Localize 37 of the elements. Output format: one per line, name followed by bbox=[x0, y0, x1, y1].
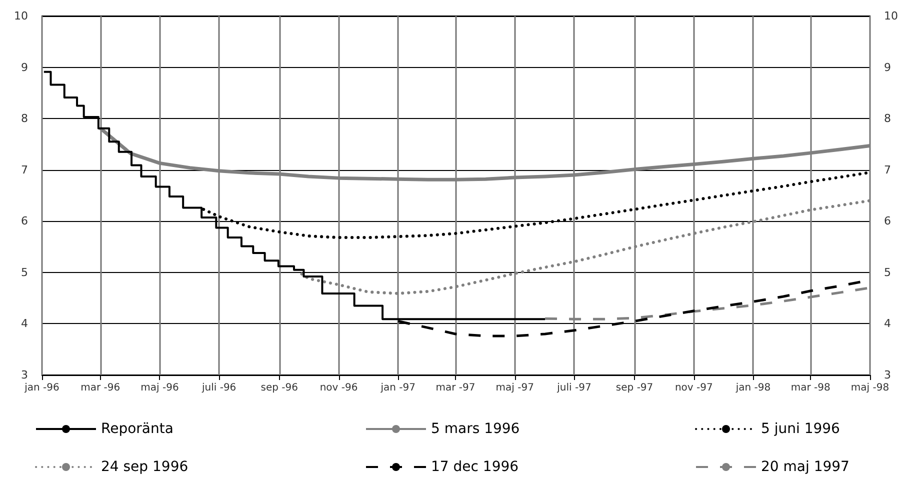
x-tick-label: mar -98 bbox=[790, 382, 830, 394]
y-tick-label: 5 bbox=[21, 266, 28, 279]
y2-tick-label: 7 bbox=[884, 163, 891, 176]
y-tick-label: 7 bbox=[21, 163, 28, 176]
legend-label: 20 maj 1997 bbox=[761, 459, 850, 475]
x-tick-label: sep -96 bbox=[260, 382, 298, 394]
y-tick-label: 3 bbox=[21, 368, 28, 382]
y-tick-label: 8 bbox=[21, 112, 28, 126]
y-tick-label: 4 bbox=[21, 317, 28, 330]
x-tick-label: juli -97 bbox=[556, 382, 592, 394]
legend-label: 24 sep 1996 bbox=[101, 459, 188, 475]
x-tick-label: juli -96 bbox=[200, 382, 236, 394]
y2-tick-label: 10 bbox=[884, 10, 898, 22]
x-tick-label: maj -97 bbox=[496, 382, 534, 394]
y-tick-label: 10 bbox=[14, 10, 28, 22]
y2-tick-label: 8 bbox=[884, 112, 891, 126]
y-tick-label: 6 bbox=[21, 214, 28, 228]
x-tick-label: sep -97 bbox=[616, 382, 654, 394]
legend-label: 5 juni 1996 bbox=[761, 421, 840, 437]
x-tick-label: nov -97 bbox=[674, 382, 713, 394]
legend-label: 17 dec 1996 bbox=[431, 459, 519, 475]
y2-tick-label: 5 bbox=[884, 266, 891, 279]
x-tick-label: jan -97 bbox=[380, 382, 416, 394]
y2-tick-label: 4 bbox=[884, 317, 891, 330]
y2-tick-label: 6 bbox=[884, 214, 891, 228]
y2-tick-label: 3 bbox=[884, 368, 891, 382]
y-tick-label: 9 bbox=[21, 60, 28, 74]
legend-label: Reporänta bbox=[101, 421, 174, 437]
x-tick-label: jan -98 bbox=[734, 382, 771, 394]
x-tick-label: maj -98 bbox=[850, 382, 890, 394]
x-tick-label: jan -96 bbox=[24, 382, 60, 394]
x-tick-label: nov -96 bbox=[320, 382, 358, 394]
x-tick-label: mar -97 bbox=[436, 382, 476, 394]
x-tick-label: maj -96 bbox=[140, 382, 179, 394]
y2-tick-label: 9 bbox=[884, 60, 891, 74]
legend-label: 5 mars 1996 bbox=[431, 421, 520, 437]
x-tick-label: mar -96 bbox=[80, 382, 120, 394]
